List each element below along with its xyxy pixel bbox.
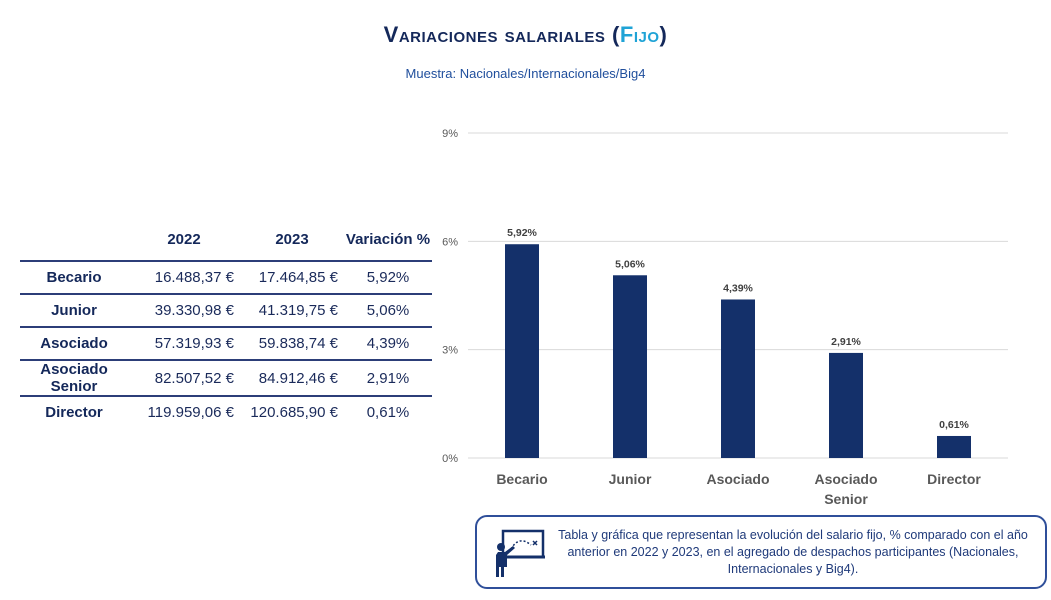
row-label: Asociado Senior	[20, 359, 128, 396]
column-header-empty	[20, 220, 128, 261]
title-main: Variaciones salariales (	[383, 22, 620, 47]
data-label: 2,91%	[831, 336, 861, 348]
cell-2022: 57.319,93 €	[128, 326, 240, 360]
note-text: Tabla y gráfica que representan la evolu…	[558, 528, 1028, 576]
cell-2022: 39.330,98 €	[128, 293, 240, 327]
y-tick-label: 9%	[442, 128, 458, 140]
cell-2023: 120.685,90 €	[240, 395, 344, 428]
y-tick-label: 3%	[442, 345, 458, 357]
row-label: Asociado	[20, 326, 128, 360]
column-header-2023: 2023	[275, 231, 309, 248]
x-tick-label: Director	[927, 471, 981, 487]
cell-variation: 0,61%	[344, 395, 432, 428]
cell-2022: 82.507,52 €	[128, 359, 240, 396]
bar	[613, 275, 647, 458]
table-row: Junior 39.330,98 € 41.319,75 € 5,06%	[20, 293, 432, 327]
row-label: Junior	[20, 293, 128, 327]
data-label: 0,61%	[939, 419, 969, 431]
page-title: Variaciones salariales (Fijo)	[0, 22, 1051, 48]
row-label: Director	[20, 395, 128, 428]
table-header-row: 2022 2023 Variación %	[20, 220, 432, 261]
title-end: )	[659, 22, 668, 47]
salary-table: 2022 2023 Variación % Becario 16.488,37 …	[20, 220, 432, 428]
cell-2023: 41.319,75 €	[240, 293, 344, 327]
cell-variation: 2,91%	[344, 359, 432, 396]
y-tick-label: 0%	[442, 453, 458, 465]
bar-chart: 0% 3% 6% 9% 5,92% Becario 5,06% Junior 4,39% Asoc…	[442, 128, 1008, 507]
cell-variation: 5,06%	[344, 293, 432, 327]
title-accent: Fijo	[619, 22, 660, 47]
x-tick-label: Becario	[496, 471, 547, 487]
bar	[721, 299, 755, 458]
x-tick-label: Asociado	[814, 471, 877, 487]
x-tick-label: Asociado	[706, 471, 769, 487]
data-label: 5,06%	[615, 258, 645, 270]
bar	[937, 435, 971, 458]
cell-2022: 16.488,37 €	[128, 260, 240, 294]
cell-2023: 84.912,46 €	[240, 359, 344, 396]
table-row: Director 119.959,06 € 120.685,90 € 0,61%	[20, 395, 432, 428]
presenter-board-icon	[496, 529, 545, 577]
table-row: Asociado Senior 82.507,52 € 84.912,46 € …	[20, 359, 432, 396]
y-tick-label: 6%	[442, 236, 458, 248]
x-tick-label: Senior	[824, 491, 868, 507]
cell-2022: 119.959,06 €	[128, 395, 240, 428]
data-label: 5,92%	[507, 227, 537, 239]
bar	[505, 244, 539, 458]
data-label: 4,39%	[723, 282, 753, 294]
bar	[829, 352, 863, 458]
x-tick-label: Junior	[609, 471, 652, 487]
note-box: Tabla y gráfica que representan la evolu…	[475, 515, 1047, 589]
cell-variation: 5,92%	[344, 260, 432, 294]
table-row: Asociado 57.319,93 € 59.838,74 € 4,39%	[20, 326, 432, 360]
page-subtitle: Muestra: Nacionales/Internacionales/Big4	[405, 66, 646, 81]
cell-2023: 17.464,85 €	[240, 260, 344, 294]
column-header-2022: 2022	[167, 231, 201, 248]
cell-2023: 59.838,74 €	[240, 326, 344, 360]
cell-variation: 4,39%	[344, 326, 432, 360]
table-row: Becario 16.488,37 € 17.464,85 € 5,92%	[20, 260, 432, 294]
column-header-variation: Variación %	[345, 231, 431, 248]
row-label: Becario	[20, 260, 128, 294]
